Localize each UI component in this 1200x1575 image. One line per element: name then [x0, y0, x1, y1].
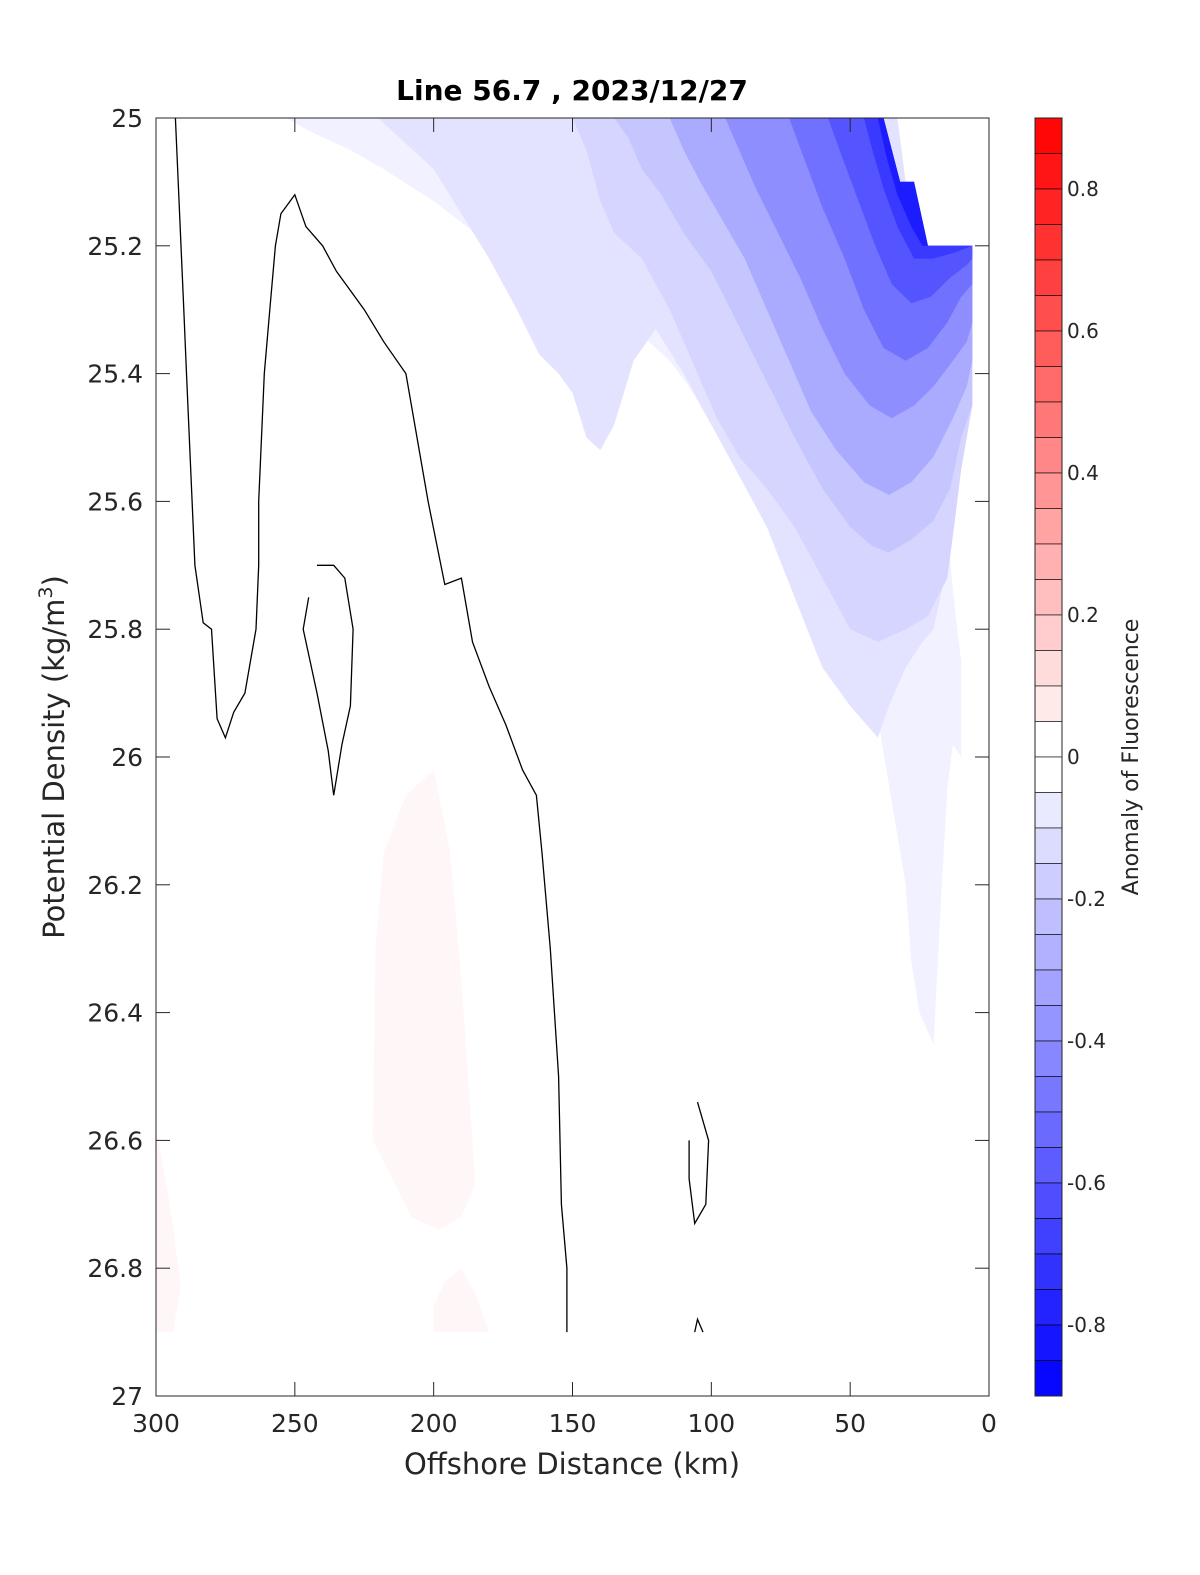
- colorbar-swatch: [1034, 1182, 1063, 1219]
- x-tick-label: 250: [271, 1409, 319, 1438]
- contour-line-1: [302, 564, 354, 796]
- chart-title: Line 56.7 , 2023/12/27: [396, 74, 748, 107]
- colorbar-swatch: [1034, 1111, 1063, 1148]
- y-axis: 25 25.2 25.4 25.6 25.8 26 26.2 26.4 26.6 26.8 27: [87, 104, 989, 1411]
- colorbar-swatch: [1034, 117, 1063, 154]
- colorbar-swatch: [1034, 969, 1063, 1006]
- colorbar-swatch: [1034, 650, 1063, 687]
- colorbar-swatch: [1034, 437, 1063, 474]
- colorbar-swatch: [1034, 1040, 1063, 1077]
- y-tick-label: 27: [111, 1382, 143, 1411]
- colorbar-swatch: [1034, 1076, 1063, 1113]
- colorbar-swatch: [1034, 898, 1063, 935]
- colorbar-swatch: [1034, 508, 1063, 545]
- colorbar-swatch: [1034, 1289, 1063, 1326]
- y-tick-label: 25.4: [87, 360, 143, 389]
- y-tick-label: 26.2: [87, 871, 143, 900]
- colorbar-swatch: [1034, 792, 1063, 829]
- y-tick-label: 26.8: [87, 1254, 143, 1283]
- y-tick-label: 25.6: [87, 487, 143, 516]
- colorbar-swatch: [1034, 934, 1063, 971]
- y-tick-label: 25.2: [87, 232, 143, 261]
- colorbar-tick-label: -0.2: [1067, 887, 1106, 911]
- x-tick-label: 50: [834, 1409, 866, 1438]
- colorbar-swatch: [1034, 1324, 1063, 1361]
- colorbar-swatch: [1034, 685, 1063, 722]
- colorbar-swatch: [1034, 188, 1063, 225]
- x-tick-label: 200: [410, 1409, 458, 1438]
- colorbar-swatch: [1034, 330, 1063, 367]
- x-tick-label: 300: [132, 1409, 180, 1438]
- colorbar-tick-label: -0.4: [1067, 1029, 1106, 1053]
- colorbar-swatch: [1034, 1360, 1063, 1397]
- colorbar-label: Anomaly of Fluorescence: [1119, 619, 1144, 896]
- colorbar-swatch: [1034, 827, 1063, 864]
- colorbar-tick-label: 0: [1067, 745, 1080, 769]
- colorbar-swatch: [1034, 543, 1063, 580]
- colorbar-swatch: [1034, 721, 1063, 758]
- colorbar-tick-label: -0.8: [1067, 1313, 1106, 1337]
- y-axis-label-main: Potential Density (kg/m: [37, 599, 71, 939]
- colorbar-swatch: [1034, 1253, 1063, 1290]
- y-axis-label: Potential Density (kg/m3): [35, 575, 71, 939]
- x-tick-label: 0: [981, 1409, 997, 1438]
- colorbar-tick-label: 0.2: [1067, 603, 1099, 627]
- colorbar-swatch: [1034, 401, 1063, 438]
- y-tick-label: 26.4: [87, 999, 143, 1028]
- contour-line-0: [174, 118, 568, 1333]
- colorbar-swatch: [1034, 259, 1063, 296]
- colorbar-swatch: [1034, 756, 1063, 793]
- colorbar-frame: [1034, 117, 1063, 1397]
- y-axis-label-tail: ): [37, 575, 71, 586]
- colorbar-swatch: [1034, 579, 1063, 616]
- colorbar-swatch: [1034, 224, 1063, 261]
- x-tick-label: 150: [549, 1409, 597, 1438]
- y-axis-label-sup: 3: [35, 586, 57, 598]
- colorbar-swatch: [1034, 295, 1063, 332]
- fill-region-11: [156, 1127, 181, 1333]
- colorbar-tick-label: 0.8: [1067, 177, 1099, 201]
- fill-region-10: [372, 769, 476, 1230]
- colorbar: 0.8 0.6 0.4 0.2 0 -0.2 -0.4 -0.6 -0.8: [1034, 117, 1106, 1397]
- zero-contours: [174, 118, 710, 1333]
- y-tick-label: 26: [111, 743, 143, 772]
- y-tick-label: 25: [111, 104, 143, 133]
- contour-line-3: [694, 1317, 704, 1333]
- y-tick-label: 25.8: [87, 615, 143, 644]
- x-axis-label: Offshore Distance (km): [404, 1447, 740, 1481]
- fill-regions: [156, 118, 973, 1333]
- y-tick-label: 26.6: [87, 1126, 143, 1155]
- colorbar-swatch: [1034, 472, 1063, 509]
- colorbar-swatch: [1034, 1218, 1063, 1255]
- colorbar-swatch: [1034, 1147, 1063, 1184]
- colorbar-swatch: [1034, 614, 1063, 651]
- colorbar-tick-label: -0.6: [1067, 1171, 1106, 1195]
- fill-region-12: [433, 1268, 490, 1333]
- colorbar-tick-label: 0.4: [1067, 461, 1099, 485]
- colorbar-swatch: [1034, 366, 1063, 403]
- contour-line-2: [688, 1101, 710, 1226]
- colorbar-swatch: [1034, 1005, 1063, 1042]
- x-axis: 300 250 200 150 100 50 0: [132, 118, 997, 1438]
- x-tick-label: 100: [687, 1409, 735, 1438]
- colorbar-swatch: [1034, 153, 1063, 190]
- fill-region-9: [877, 118, 928, 246]
- colorbar-swatch: [1034, 863, 1063, 900]
- colorbar-tick-label: 0.6: [1067, 319, 1099, 343]
